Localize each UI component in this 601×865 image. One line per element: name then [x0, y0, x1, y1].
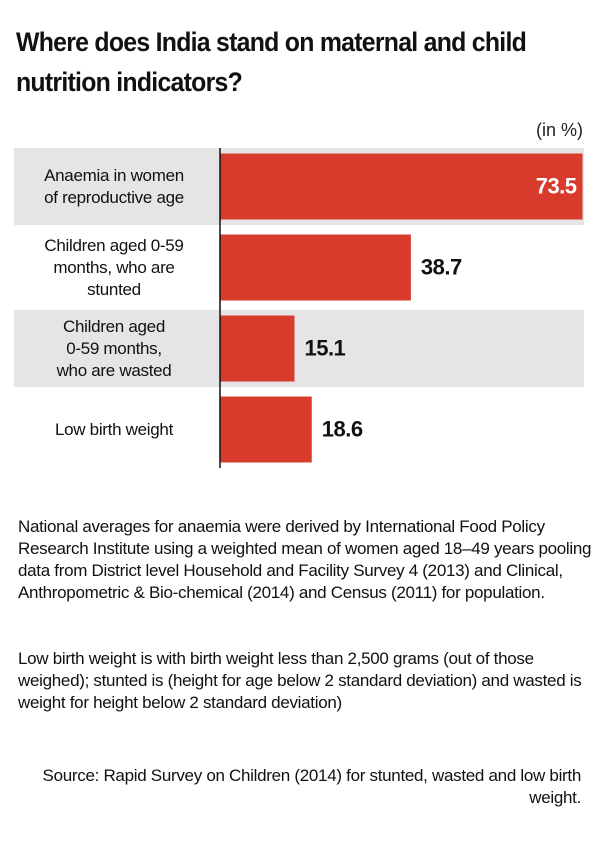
unit-label: (in %) [535, 120, 583, 140]
row-band [14, 310, 584, 387]
category-label: Children aged 0-59 months, who are stunt… [44, 235, 184, 299]
value-label: 18.6 [322, 416, 363, 441]
value-label: 73.5 [536, 173, 577, 198]
bar [220, 153, 583, 220]
category-label: Anaemia in women of reproductive age [44, 165, 184, 207]
source: Source: Rapid Survey on Children (2014) … [42, 766, 582, 807]
bar [220, 234, 411, 301]
chart: 73.5 38.7 15.1 18.6 [14, 148, 584, 468]
bar [220, 315, 295, 382]
category-label: Children aged 0-59 months, who are waste… [56, 316, 172, 380]
category-label: Low birth weight [54, 419, 174, 439]
note: National averages for anaemia were deriv… [18, 517, 592, 602]
bar [220, 396, 312, 463]
value-label: 15.1 [304, 335, 345, 360]
chart-title: Where does India stand on maternal and c… [16, 27, 527, 97]
note: Low birth weight is with birth weight le… [18, 649, 582, 712]
value-label: 38.7 [421, 254, 462, 279]
